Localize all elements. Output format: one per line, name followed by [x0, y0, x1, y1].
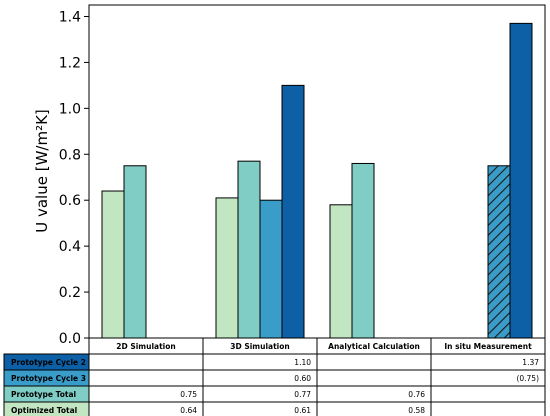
y-axis-title: U value [W/m²K] — [33, 109, 51, 233]
table-cell-value: 0.64 — [180, 406, 197, 415]
bar-optimized-total-2d-simulation — [101, 190, 125, 339]
table-column-header: Analytical Calculation — [328, 342, 420, 351]
bar-prototype-total-analytical-calculation — [351, 162, 375, 339]
y-tick-label: 1.4 — [59, 9, 81, 25]
bar-optimized-total-analytical-calculation — [329, 204, 353, 339]
table-cell-value: 0.77 — [294, 390, 311, 399]
table-cell — [430, 401, 546, 416]
y-tick-label: 0.8 — [59, 147, 81, 163]
y-tick-label: 0.6 — [59, 193, 81, 209]
table-cell-value: (0.75) — [516, 374, 539, 383]
table-row-label: Prototype Cycle 3 — [11, 374, 86, 383]
table-cell-value: 0.60 — [294, 374, 311, 383]
y-tick-label: 1.2 — [59, 55, 81, 71]
data-table: 2D Simulation 3D Simulation Analytical Cal… — [3, 337, 546, 416]
table-cell — [430, 385, 546, 403]
table-cell-value: 0.61 — [294, 406, 311, 415]
table-cell — [88, 353, 204, 371]
table-cell-value: 1.37 — [522, 358, 539, 367]
y-tick-label: 0.2 — [59, 285, 81, 301]
bar-optimized-total-3d-simulation — [215, 197, 239, 339]
table-column-header: 3D Simulation — [230, 342, 289, 351]
table-cell-value: 0.58 — [408, 406, 425, 415]
bar-prototype-cycle-3-3d-simulation — [259, 199, 283, 339]
table-cell-value: 0.76 — [408, 390, 425, 399]
bar-prototype-cycle-2-3d-simulation — [281, 84, 305, 339]
bar-prototype-cycle-2-in-situ-measurement — [509, 22, 533, 339]
y-axis-ticks: 0.0 0.2 0.4 0.6 0.8 1.0 1.2 1.4 — [59, 9, 89, 347]
y-tick-label: 1.0 — [59, 101, 81, 117]
plot-frame — [88, 4, 546, 339]
bars — [101, 22, 533, 339]
table-cell-value: 1.10 — [294, 358, 311, 367]
table-cell — [316, 353, 432, 371]
bar-prototype-total-3d-simulation — [237, 160, 261, 339]
bar-prototype-total-2d-simulation — [123, 165, 147, 339]
bar-prototype-cycle-3-in-situ-measurement — [487, 165, 511, 339]
table-row-label: Prototype Total — [11, 390, 76, 399]
y-tick-label: 0.0 — [59, 331, 81, 347]
table-row-label: Prototype Cycle 2 — [11, 358, 86, 367]
table-cell — [88, 369, 204, 387]
table-cell-value: 0.75 — [180, 390, 197, 399]
table-column-header: In situ Measurement — [444, 342, 532, 351]
table-column-header: 2D Simulation — [116, 342, 175, 351]
y-tick-label: 0.4 — [59, 239, 81, 255]
table-cell — [316, 369, 432, 387]
table-row-label: Optimized Total — [11, 406, 77, 415]
